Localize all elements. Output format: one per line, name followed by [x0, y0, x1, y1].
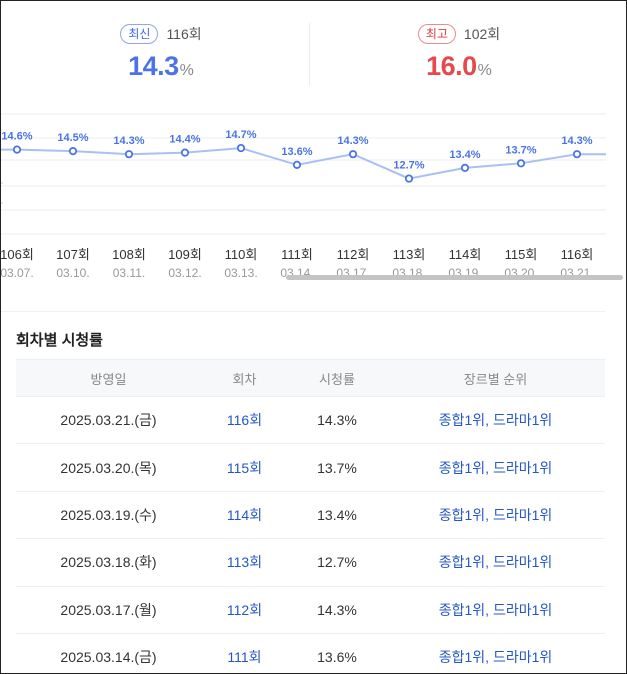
- ratings-summary: 최신 116회 14.3 % 최고 102회 16.0 %: [1, 1, 626, 101]
- row-rank-link[interactable]: 종합1위, 드라마1위: [438, 554, 553, 571]
- highest-unit: %: [477, 62, 492, 79]
- x-tick-label: 111회: [281, 247, 313, 262]
- row-episode-link[interactable]: 116회: [226, 412, 263, 429]
- row-rank-link[interactable]: 종합1위, 드라마1위: [438, 506, 553, 523]
- row-rank-link[interactable]: 종합1위, 드라마1위: [438, 459, 553, 476]
- latest-episode: 116회: [166, 26, 202, 42]
- row-episode-link[interactable]: 111회: [227, 649, 262, 666]
- row-date: 2025.03.14.(금): [60, 649, 157, 666]
- data-label: 13.4%: [449, 149, 480, 161]
- x-tick-label: 110회: [225, 247, 258, 262]
- data-point: [68, 147, 78, 156]
- data-label: 13.6%: [281, 146, 312, 158]
- highest-badge: 최고: [417, 24, 456, 44]
- x-tick-label: 112회: [337, 247, 370, 262]
- summary-divider: [309, 23, 310, 85]
- data-point: [348, 150, 358, 159]
- data-point: [404, 174, 414, 183]
- row-date: 2025.03.21.(금): [60, 412, 157, 429]
- data-point: [180, 148, 190, 157]
- data-point: [292, 160, 302, 169]
- x-date-label: 03.10.: [56, 266, 89, 280]
- latest-unit: %: [179, 62, 194, 79]
- x-tick-label: 109회: [168, 247, 202, 262]
- row-rating: 12.7%: [317, 554, 357, 571]
- x-tick-label: 106회: [1, 247, 34, 262]
- row-date: 2025.03.20.(목): [60, 459, 157, 476]
- row-rating: 13.7%: [317, 459, 357, 476]
- latest-badge: 최신: [120, 24, 159, 44]
- episode-ratings-title: 회차별 시청률: [16, 332, 103, 349]
- data-point: [460, 163, 470, 173]
- row-rank-link[interactable]: 종합1위, 드라마1위: [438, 649, 553, 666]
- data-label: 14.4%: [169, 134, 200, 146]
- latest-value: 14.3: [128, 51, 179, 81]
- x-date-label: 03.12.: [168, 266, 201, 280]
- x-tick-label: 115회: [505, 247, 538, 262]
- header-episode: 회차: [232, 371, 257, 387]
- data-label: 14.6%: [1, 131, 32, 143]
- header-rating: 시청률: [319, 371, 355, 387]
- row-episode-link[interactable]: 112회: [226, 601, 263, 618]
- row-episode-link[interactable]: 114회: [226, 506, 263, 523]
- table-header: 방영일 회차 시청률 장르별 순위: [16, 359, 605, 397]
- chart-scrollbar[interactable]: [286, 275, 623, 280]
- table-row: 2025.03.18.(화) 113회 12.7% 종합1위, 드라마1위: [16, 539, 605, 587]
- data-point: [236, 143, 246, 153]
- data-point: [516, 159, 526, 168]
- latest-rating: 최신 116회 14.3 %: [11, 23, 311, 83]
- x-date-label: 03.13.: [224, 266, 257, 280]
- highest-episode: 102회: [463, 26, 501, 42]
- table-row: 2025.03.20.(목) 115회 13.7% 종합1위, 드라마1위: [16, 444, 605, 492]
- section-divider: [1, 311, 606, 312]
- data-label: 14.5%: [57, 132, 88, 144]
- data-label: 12.7%: [393, 160, 424, 172]
- ratings-chart[interactable]: 14.6% 106회 03.07. 14.5% 107회 03.10. 14.3% 108회 0…: [1, 113, 626, 283]
- x-tick-label: 114회: [449, 247, 482, 262]
- row-rank-link[interactable]: 종합1위, 드라마1위: [438, 601, 553, 618]
- table-row: 2025.03.19.(수) 114회 13.4% 종합1위, 드라마1위: [16, 492, 605, 540]
- row-episode-link[interactable]: 115회: [226, 459, 263, 476]
- x-date-label: 03.07.: [1, 266, 34, 280]
- data-point: [124, 150, 134, 159]
- x-tick-label: 108회: [112, 247, 146, 262]
- data-point: [12, 145, 22, 154]
- x-tick-label: 107회: [56, 247, 90, 262]
- data-label: 13.7%: [505, 144, 536, 156]
- x-tick-label: 113회: [393, 247, 426, 262]
- header-rank: 장르별 순위: [463, 371, 528, 387]
- data-label: 14.7%: [225, 129, 256, 141]
- highest-value: 16.0: [426, 51, 477, 81]
- x-tick-label: 116회: [561, 247, 594, 262]
- row-rank-link[interactable]: 종합1위, 드라마1위: [438, 412, 553, 429]
- episode-ratings-table: 방영일 회차 시청률 장르별 순위 2025.03.21.(금) 116회 14…: [16, 359, 605, 673]
- ratings-line-chart: 14.6% 106회 03.07. 14.5% 107회 03.10. 14.3% 108회 0…: [1, 113, 606, 280]
- data-point: [572, 150, 582, 159]
- highest-rating: 최고 102회 16.0 %: [309, 23, 609, 83]
- row-rating: 14.3%: [317, 412, 357, 429]
- row-episode-link[interactable]: 113회: [226, 554, 263, 571]
- row-date: 2025.03.18.(화): [60, 554, 157, 571]
- row-rating: 14.3%: [317, 601, 357, 618]
- header-date: 방영일: [90, 371, 127, 387]
- data-label: 14.3%: [337, 135, 368, 147]
- row-rating: 13.6%: [317, 649, 357, 666]
- table-row: 2025.03.21.(금) 116회 14.3% 종합1위, 드라마1위: [16, 397, 605, 445]
- data-label: 14.3%: [113, 135, 144, 147]
- table-row: 2025.03.17.(월) 112회 14.3% 종합1위, 드라마1위: [16, 587, 605, 634]
- row-date: 2025.03.19.(수): [60, 506, 157, 523]
- table-row: 2025.03.14.(금) 111회 13.6% 종합1위, 드라마1위: [16, 634, 605, 673]
- x-date-label: 03.11.: [113, 266, 145, 280]
- data-label: 14.3%: [561, 135, 592, 147]
- row-rating: 13.4%: [317, 506, 357, 523]
- row-date: 2025.03.17.(월): [60, 601, 157, 618]
